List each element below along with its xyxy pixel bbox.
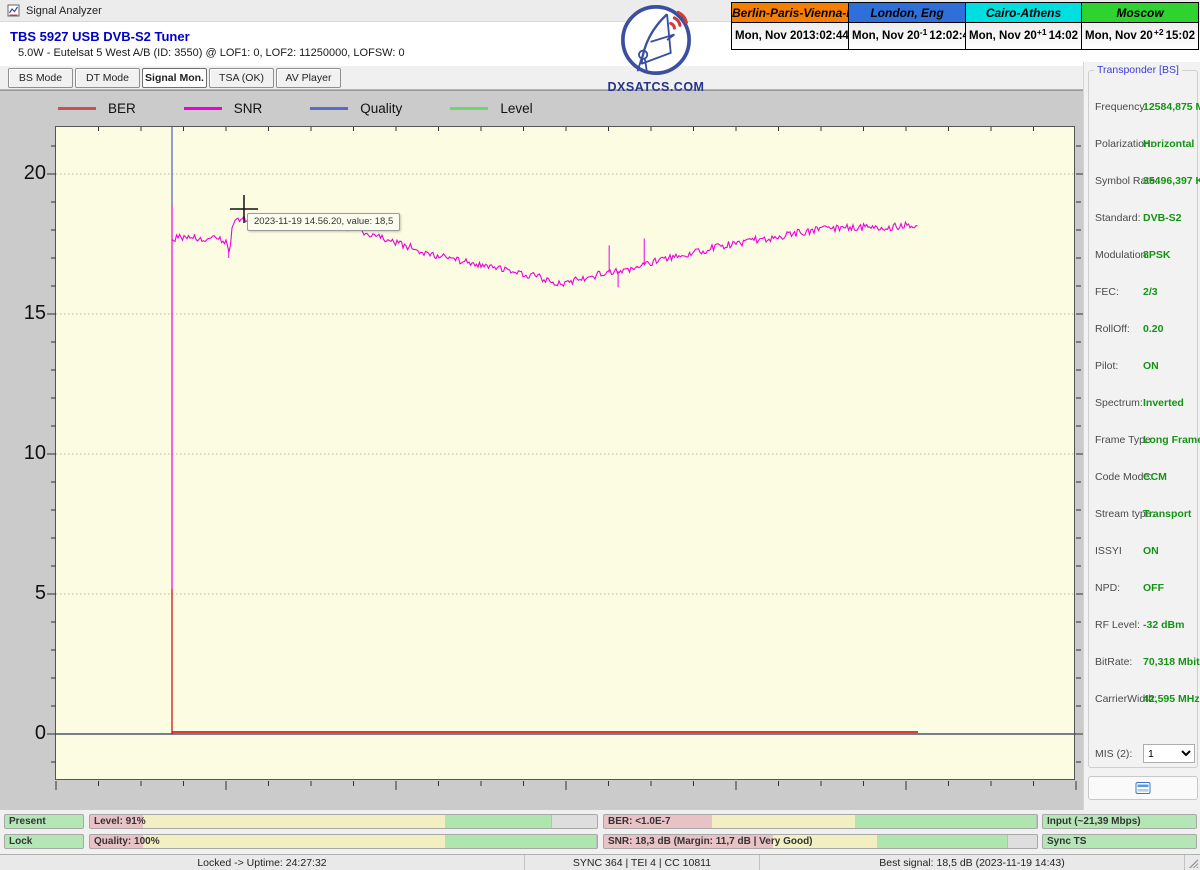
y-tick-20: 20 bbox=[23, 162, 46, 184]
level-bar: Level: 91% bbox=[89, 814, 598, 829]
y-tick-10: 10 bbox=[23, 442, 46, 464]
tab-bs-mode[interactable]: BS Mode bbox=[8, 68, 73, 88]
clock-moscow-header: Moscow bbox=[1082, 3, 1198, 23]
tab-dt-mode[interactable]: DT Mode bbox=[75, 68, 140, 88]
clock-moscow-offset: +2 bbox=[1153, 27, 1164, 37]
field-frequency: Frequency:12584,875 MHz bbox=[1095, 101, 1200, 113]
records-icon bbox=[1135, 782, 1151, 794]
signal-chart-panel: BER SNR Quality Level 20 15 10 5 0 2023-… bbox=[0, 90, 1085, 810]
field-standard: Standard: DVB-S2 bbox=[1095, 212, 1182, 224]
field-rf-level: RF Level: -32 dBm bbox=[1095, 619, 1185, 631]
sidebar-tool-button[interactable] bbox=[1088, 776, 1198, 800]
legend-quality-label: Quality bbox=[360, 100, 403, 116]
field-npd: NPD: OFF bbox=[1095, 582, 1164, 594]
y-tick-0: 0 bbox=[34, 722, 46, 744]
clock-cairo-time: 14:02 bbox=[1048, 30, 1078, 42]
field-fec: FEC: 2/3 bbox=[1095, 286, 1158, 298]
mis-label: MIS (2): bbox=[1095, 748, 1133, 760]
y-tick-5: 5 bbox=[34, 582, 46, 604]
app-icon bbox=[7, 4, 20, 17]
field-polarization: Polarization: Horizontal bbox=[1095, 138, 1195, 150]
status-bar: Locked -> Uptime: 24:27:32 SYNC 364 | TE… bbox=[0, 854, 1200, 870]
plot-area[interactable] bbox=[47, 126, 1085, 790]
snr-bar: SNR: 18,3 dB (Margin: 11,7 dB | Very Goo… bbox=[603, 834, 1038, 849]
clock-cairo-date: Mon, Nov 20 bbox=[969, 30, 1037, 42]
field-modulation: Modulation: 8PSK bbox=[1095, 249, 1171, 261]
clock-london-header: London, Eng bbox=[849, 3, 965, 23]
transponder-groupbox: Transponder [BS] Frequency:12584,875 MHz… bbox=[1088, 64, 1200, 768]
status-uptime: Locked -> Uptime: 24:27:32 bbox=[0, 855, 525, 870]
status-sync-counters: SYNC 364 | TEI 4 | CC 10811 bbox=[525, 855, 760, 870]
tab-av-player[interactable]: AV Player bbox=[276, 68, 341, 88]
tab-signal-mon[interactable]: Signal Mon. bbox=[142, 68, 207, 88]
clock-cairo-offset: +1 bbox=[1036, 27, 1047, 37]
present-indicator: Present bbox=[4, 814, 84, 829]
ber-line-swatch bbox=[58, 106, 96, 110]
clock-berlin: Berlin-Paris-Vienna-Roma Mon, Nov 20 13:… bbox=[732, 3, 849, 49]
field-stream-type: Stream type: Transport bbox=[1095, 508, 1192, 520]
transponder-fields: Frequency:12584,875 MHz Polarization:Hor… bbox=[1089, 97, 1200, 726]
field-code-mode: Code Mode: CCM bbox=[1095, 471, 1167, 483]
clock-berlin-time: 13:02:44 bbox=[802, 30, 849, 42]
dxsatcs-logo: DXSATCS.COM bbox=[598, 3, 714, 94]
snr-line-swatch bbox=[183, 106, 222, 110]
legend-level-label: Level bbox=[500, 100, 533, 116]
status-area: Present Level: 91% BER: <1.0E-7 Input (~… bbox=[0, 810, 1200, 870]
quality-line-swatch bbox=[310, 106, 349, 110]
clock-moscow: Moscow Mon, Nov 20 +2 15:02 bbox=[1082, 3, 1198, 49]
sync-ts-bar: Sync TS bbox=[1042, 834, 1197, 849]
satellite-dish-icon bbox=[621, 5, 691, 75]
legend-ber-label: BER bbox=[108, 100, 136, 116]
field-frame-type: Frame Type: Long Frame bbox=[1095, 434, 1200, 446]
legend-quality: Quality bbox=[310, 101, 402, 116]
y-tick-15: 15 bbox=[23, 302, 46, 324]
lock-indicator: Lock bbox=[4, 834, 84, 849]
field-rolloff: RollOff: 0.20 bbox=[1095, 323, 1164, 335]
input-bitrate-bar: Input (~21,39 Mbps) bbox=[1042, 814, 1197, 829]
clock-london-time: 12:02:44 bbox=[929, 30, 976, 42]
field-spectrum: Spectrum: Inverted bbox=[1095, 397, 1184, 409]
clock-moscow-date: Mon, Nov 20 bbox=[1085, 30, 1153, 42]
level-line-swatch bbox=[450, 106, 489, 110]
window-title: Signal Analyzer bbox=[26, 4, 102, 17]
field-symbol-rate: Symbol Rate:35496,397 KS/s bbox=[1095, 175, 1200, 187]
clock-london-offset: -1 bbox=[919, 27, 928, 37]
legend-level: Level bbox=[450, 100, 533, 116]
legend-snr: SNR bbox=[183, 100, 263, 116]
device-subtitle: 5.0W - Eutelsat 5 West A/B (ID: 3550) @ … bbox=[18, 47, 405, 59]
clock-berlin-date: Mon, Nov 20 bbox=[735, 30, 803, 42]
transponder-sidebar: Transponder [BS] Frequency:12584,875 MHz… bbox=[1083, 62, 1200, 810]
device-title: TBS 5927 USB DVB-S2 Tuner bbox=[10, 29, 190, 44]
clock-cairo-header: Cairo-Athens bbox=[966, 3, 1081, 23]
clock-london: London, Eng Mon, Nov 20 -1 12:02:44 bbox=[849, 3, 975, 49]
field-bitrate: BitRate:70,318 Mbit/s bbox=[1095, 656, 1200, 668]
tab-tsa[interactable]: TSA (OK) bbox=[209, 68, 274, 88]
field-pilot: Pilot: ON bbox=[1095, 360, 1159, 372]
logo-text: DXSATCS.COM bbox=[607, 80, 705, 94]
world-clocks: Berlin-Paris-Vienna-Roma Mon, Nov 20 13:… bbox=[731, 2, 1199, 50]
legend-ber: BER bbox=[58, 101, 136, 116]
chart-legend: BER SNR Quality Level bbox=[58, 98, 567, 118]
field-carrier-width: CarrierWidth: 42,595 MHz bbox=[1095, 693, 1200, 705]
signal-trace-svg bbox=[47, 127, 1085, 790]
status-best-signal: Best signal: 18,5 dB (2023-11-19 14:43) bbox=[760, 855, 1185, 870]
chart-tooltip: 2023-11-19 14.56.20, value: 18,5 bbox=[247, 213, 401, 231]
field-issyi: ISSYI ON bbox=[1095, 545, 1159, 557]
ber-bar: BER: <1.0E-7 bbox=[603, 814, 1038, 829]
transponder-group-title: Transponder [BS] bbox=[1094, 64, 1182, 76]
resize-grip[interactable] bbox=[1185, 855, 1200, 870]
mis-select[interactable]: 1 bbox=[1143, 744, 1195, 763]
clock-moscow-time: 15:02 bbox=[1165, 30, 1195, 42]
tab-strip: BS Mode DT Mode Signal Mon. TSA (OK) AV … bbox=[0, 66, 1200, 90]
clock-cairo: Cairo-Athens Mon, Nov 20 +1 14:02 bbox=[966, 3, 1082, 49]
clock-london-date: Mon, Nov 20 bbox=[852, 30, 920, 42]
clock-berlin-header: Berlin-Paris-Vienna-Roma bbox=[732, 3, 848, 23]
legend-snr-label: SNR bbox=[233, 100, 263, 116]
quality-bar: Quality: 100% bbox=[89, 834, 598, 849]
